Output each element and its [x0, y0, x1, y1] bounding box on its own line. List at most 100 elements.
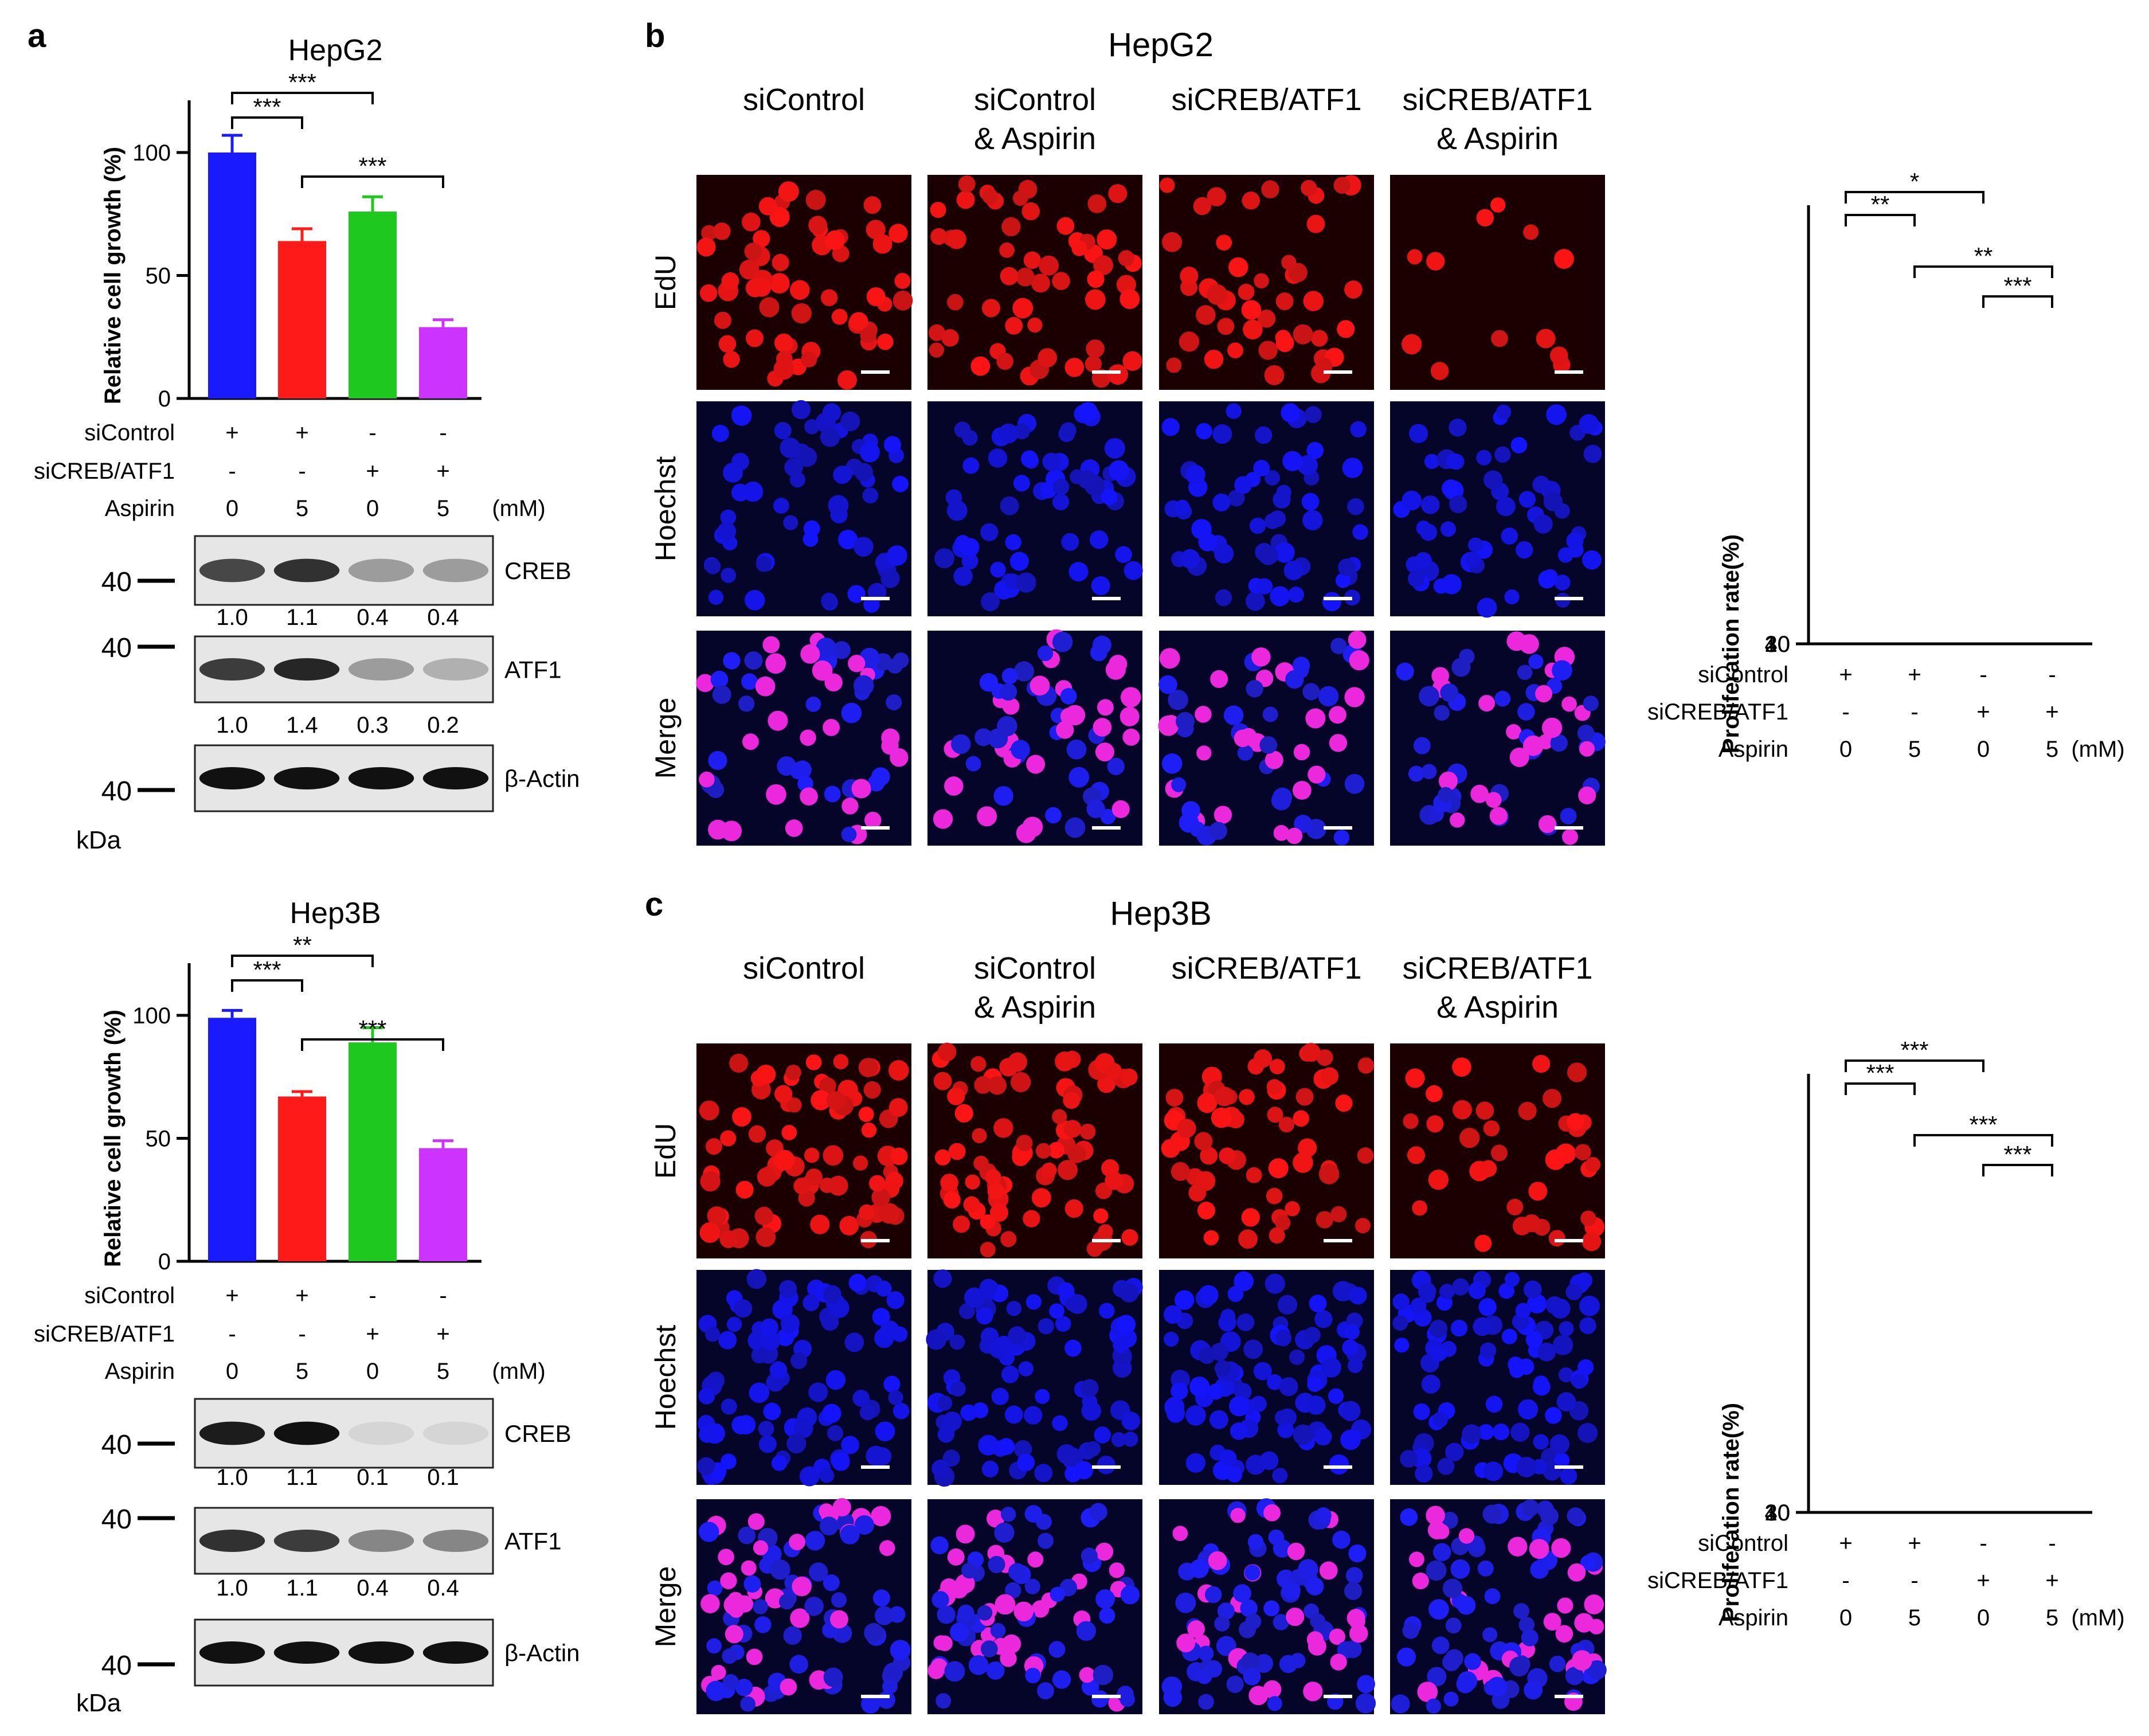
cell-nucleus	[1239, 1089, 1255, 1105]
cell-nucleus	[1278, 1117, 1294, 1133]
blot-quantification: 1.0	[216, 605, 248, 630]
cell-nucleus	[1415, 552, 1432, 569]
western-blot-CREB	[194, 1398, 494, 1469]
cell-nucleus	[771, 1455, 788, 1471]
cell-nucleus	[1180, 549, 1200, 569]
row-label-edu: EdU	[649, 1123, 682, 1179]
cell-nucleus	[1533, 1434, 1549, 1450]
cell-nucleus	[754, 1616, 772, 1633]
cell-nucleus	[1285, 1201, 1300, 1217]
cell-nucleus	[1270, 586, 1290, 607]
cell-nucleus	[1434, 705, 1450, 721]
cell-nucleus	[800, 644, 820, 664]
cell-nucleus	[823, 1667, 843, 1687]
cell-nucleus	[1214, 1360, 1231, 1377]
cell-nucleus	[1407, 249, 1423, 265]
cell-nucleus	[1449, 495, 1467, 514]
cell-nucleus	[1438, 787, 1454, 803]
cell-nucleus	[778, 1593, 795, 1610]
cell-nucleus	[841, 1436, 860, 1455]
cell-nucleus	[1109, 1562, 1125, 1578]
cell-nucleus	[988, 1076, 1007, 1095]
cell-nucleus	[1089, 530, 1109, 549]
condition-value: +	[225, 420, 238, 445]
cell-nucleus	[887, 658, 903, 674]
cell-nucleus	[1315, 1507, 1332, 1524]
row-label-edu: EdU	[649, 255, 682, 310]
cell-nucleus	[1009, 552, 1029, 571]
cell-nucleus	[707, 1206, 727, 1226]
cell-nucleus	[1175, 1592, 1196, 1613]
cell-nucleus	[1052, 493, 1070, 511]
cell-nucleus	[1016, 572, 1036, 593]
micrograph-edu	[1390, 1043, 1605, 1258]
cell-nucleus	[1479, 1342, 1497, 1359]
cell-nucleus	[1274, 1410, 1290, 1425]
cell-nucleus	[765, 653, 786, 674]
cell-nucleus	[1023, 1210, 1040, 1227]
y-tick-label: 100	[132, 140, 171, 166]
cell-nucleus	[1316, 1049, 1333, 1066]
cell-nucleus	[720, 1572, 737, 1589]
column-header: siControl	[743, 83, 865, 117]
significance-label: **	[1974, 243, 1993, 269]
cell-nucleus	[1091, 576, 1110, 596]
cell-nucleus	[1279, 1377, 1298, 1397]
cell-nucleus	[875, 1421, 895, 1442]
cell-nucleus	[769, 273, 790, 294]
cell-nucleus	[823, 1285, 841, 1304]
cell-nucleus	[819, 1178, 835, 1193]
cell-nucleus	[1551, 1538, 1571, 1558]
condition-label: siControl	[84, 1283, 175, 1308]
cell-nucleus	[1450, 812, 1465, 828]
cell-nucleus	[881, 737, 899, 755]
cell-nucleus	[973, 1155, 989, 1171]
cell-nucleus	[1037, 645, 1054, 662]
micrograph-edu	[1159, 175, 1374, 390]
cell-nucleus	[1214, 1616, 1230, 1632]
cell-nucleus	[831, 1592, 847, 1608]
cell-nucleus	[729, 1053, 749, 1073]
cell-nucleus	[1273, 490, 1291, 509]
cell-nucleus	[1236, 1313, 1255, 1331]
blot-band	[422, 767, 489, 790]
cell-nucleus	[1060, 422, 1077, 439]
cell-nucleus	[1539, 815, 1557, 834]
cell-nucleus	[1567, 1507, 1584, 1525]
cell-nucleus	[877, 1691, 895, 1709]
micrograph-merge	[927, 629, 1142, 846]
cell-nucleus	[1000, 1231, 1017, 1248]
cell-nucleus	[1228, 490, 1245, 507]
cell-nucleus	[937, 1395, 953, 1411]
cell-nucleus	[1097, 229, 1117, 250]
cell-nucleus	[1212, 493, 1231, 512]
cell-nucleus	[1493, 1424, 1510, 1441]
cell-nucleus	[1285, 670, 1304, 689]
scale-bar	[1555, 826, 1583, 830]
cell-nucleus	[1274, 542, 1295, 563]
cell-nucleus	[821, 592, 837, 609]
cell-nucleus	[970, 1056, 987, 1072]
cell-nucleus	[974, 728, 993, 746]
cell-nucleus	[1518, 491, 1536, 508]
cell-nucleus	[1165, 1089, 1184, 1107]
cell-nucleus	[888, 1098, 908, 1117]
cell-nucleus	[886, 1291, 905, 1309]
cell-nucleus	[1087, 194, 1107, 213]
cell-nucleus	[1161, 1139, 1180, 1158]
mw-marker-label: 40	[101, 776, 132, 807]
cell-nucleus	[1200, 1147, 1218, 1165]
blot-quantification: 0.4	[427, 1575, 459, 1601]
cell-nucleus	[723, 351, 740, 368]
cell-nucleus	[1550, 1298, 1571, 1319]
cell-nucleus	[944, 776, 964, 796]
cell-nucleus	[1408, 424, 1428, 443]
cell-nucleus	[1013, 1601, 1034, 1622]
cell-nucleus	[1172, 1526, 1188, 1542]
cell-nucleus	[1293, 744, 1310, 761]
cell-nucleus	[1277, 1421, 1294, 1438]
significance-bracket	[1982, 295, 2053, 308]
cell-nucleus	[731, 1416, 750, 1434]
cell-nucleus	[803, 531, 819, 547]
